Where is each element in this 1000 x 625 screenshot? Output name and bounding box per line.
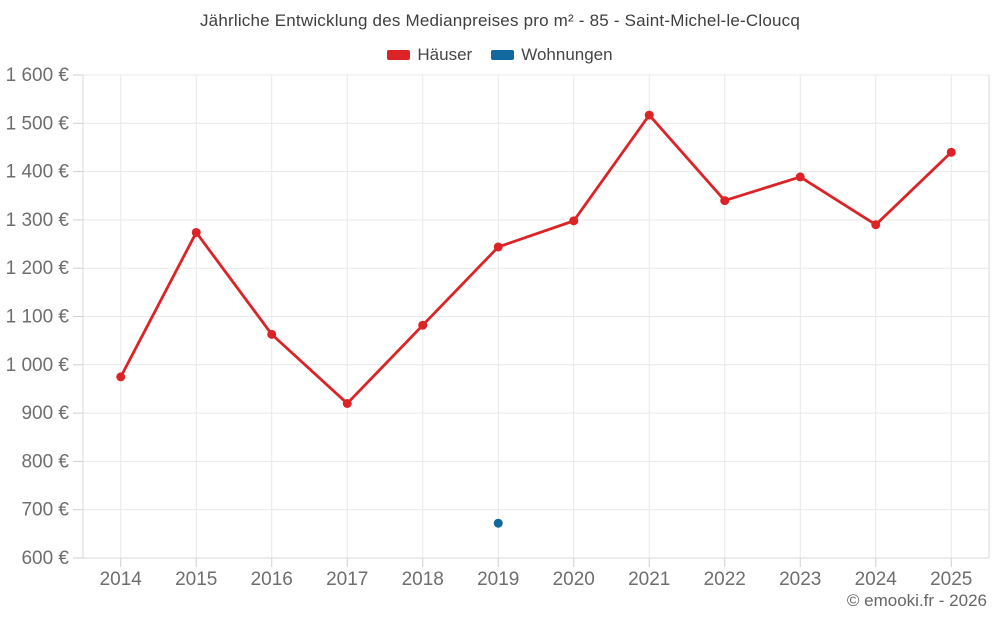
data-point-häuser-2025[interactable]: [946, 147, 956, 157]
legend-item-wohnungen[interactable]: Wohnungen: [491, 45, 613, 65]
x-axis-label: 2018: [402, 569, 444, 590]
x-axis-label: 2016: [251, 569, 293, 590]
y-axis-label: 900 €: [21, 403, 69, 424]
series-line-häuser: [119, 113, 953, 405]
x-axis-label: 2025: [930, 569, 972, 590]
y-axis-label: 800 €: [21, 451, 69, 472]
y-axis-label: 1 200 €: [6, 258, 70, 279]
data-point-häuser-2016[interactable]: [267, 329, 277, 339]
y-axis-label: 1 400 €: [6, 162, 70, 183]
x-axis-label: 2017: [326, 569, 368, 590]
y-axis-label: 1 300 €: [6, 210, 70, 231]
data-point-häuser-2024[interactable]: [871, 220, 881, 230]
data-point-häuser-2015[interactable]: [191, 227, 201, 237]
legend-swatch-haeuser-icon: [387, 50, 411, 60]
y-axis-label: 1 500 €: [6, 113, 70, 134]
x-axis-label: 2014: [100, 569, 143, 590]
data-point-wohnungen-2019[interactable]: [493, 518, 503, 528]
y-axis-label: 1 000 €: [6, 355, 70, 376]
x-axis-label: 2015: [175, 569, 217, 590]
x-axis-label: 2021: [628, 569, 670, 590]
data-point-häuser-2021[interactable]: [644, 110, 654, 120]
legend-item-haeuser[interactable]: Häuser: [387, 45, 472, 65]
legend-swatch-wohnungen-icon: [491, 50, 515, 60]
data-point-häuser-2022[interactable]: [720, 196, 730, 206]
chart-title: Jährliche Entwicklung des Medianpreises …: [199, 11, 801, 30]
y-axis-label: 600 €: [21, 548, 69, 569]
data-point-häuser-2020[interactable]: [569, 216, 579, 226]
y-axis-label: 700 €: [21, 500, 69, 521]
x-axis-label: 2020: [553, 569, 595, 590]
x-axis-label: 2019: [477, 569, 519, 590]
legend-label-wohnungen: Wohnungen: [521, 45, 613, 64]
data-point-häuser-2014[interactable]: [116, 372, 126, 382]
x-axis-label: 2022: [704, 569, 746, 590]
chart-legend: Häuser Wohnungen: [0, 45, 1000, 65]
x-axis-label: 2023: [779, 569, 821, 590]
y-axis-label: 1 100 €: [6, 307, 70, 328]
data-point-häuser-2018[interactable]: [418, 320, 428, 330]
data-point-häuser-2019[interactable]: [493, 242, 503, 252]
copyright-footer: © emooki.fr - 2026: [846, 591, 987, 610]
legend-label-haeuser: Häuser: [417, 45, 473, 64]
data-point-häuser-2017[interactable]: [342, 398, 352, 408]
data-point-häuser-2023[interactable]: [795, 172, 805, 182]
y-axis-label: 1 600 €: [6, 65, 70, 86]
x-axis-label: 2024: [855, 569, 898, 590]
